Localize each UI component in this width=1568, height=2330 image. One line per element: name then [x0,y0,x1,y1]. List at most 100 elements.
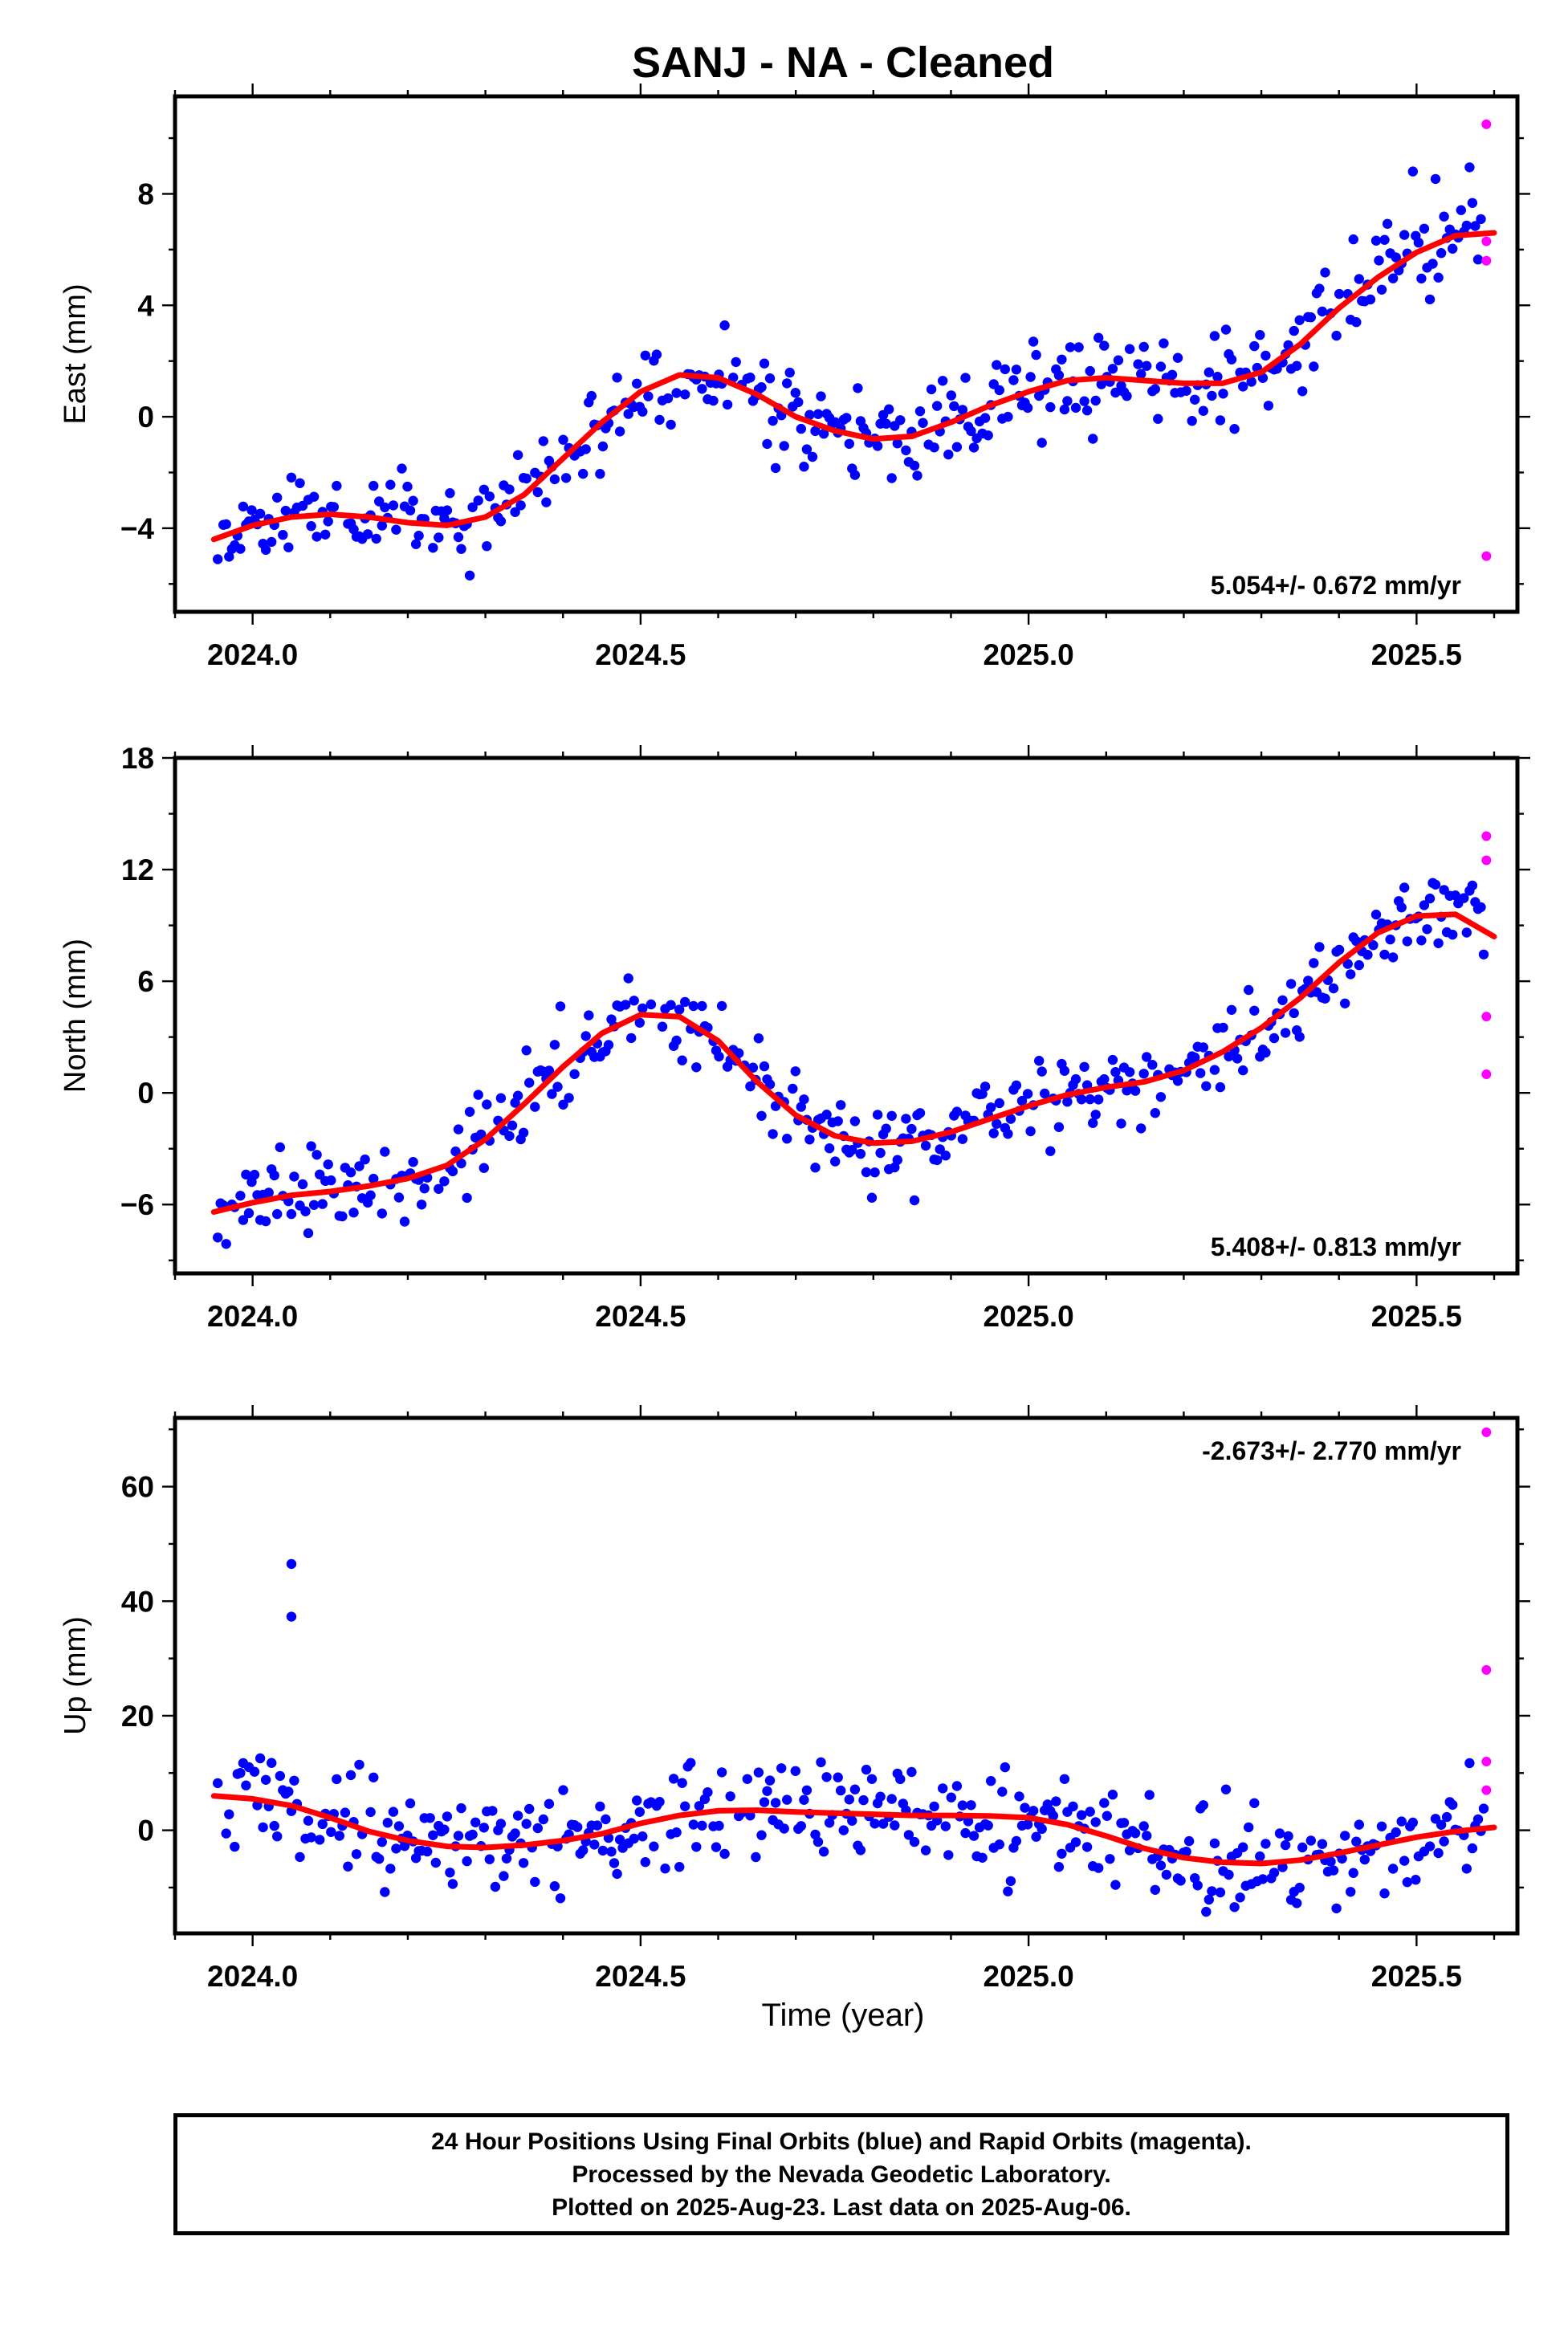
east-y-tick-label: 8 [137,177,154,210]
east-final-point [966,426,976,437]
up-final-point [1085,1807,1095,1817]
north-x-tick-label: 2025.0 [984,1300,1074,1333]
north-final-point [666,1000,676,1010]
north-final-point [323,1159,333,1170]
north-final-point [1385,934,1395,945]
east-final-point [1387,273,1399,283]
east-final-point [983,430,993,441]
east-y-tick-label: 4 [137,289,154,322]
up-final-point [479,1823,489,1833]
north-final-point [901,1114,911,1124]
north-final-point [1150,1108,1161,1118]
up-final-point [1000,1762,1011,1773]
up-final-point [686,1758,696,1768]
caption-line-3: Plotted on 2025-Aug-23. Last data on 202… [552,2194,1131,2221]
north-fit-curve [210,911,1497,1215]
north-final-point [992,1118,1002,1129]
up-y-axis-label: Up (mm) [59,1616,92,1735]
north-final-point [1088,1118,1098,1128]
east-final-point [651,349,662,360]
up-final-point [334,1831,344,1841]
up-final-point [518,1858,529,1868]
east-final-point [957,405,968,415]
up-final-point [963,1816,974,1827]
up-x-tick-label: 2024.0 [207,1960,298,1993]
east-final-point [796,423,806,434]
up-final-point [824,1818,835,1828]
up-rapid-point [1481,1427,1492,1437]
up-final-point [393,1821,405,1831]
east-final-point [1374,255,1384,266]
up-plot-frame [173,1416,1520,1936]
north-final-point [1433,938,1444,949]
east-final-point [1365,294,1376,305]
north-final-point [756,1110,767,1122]
up-final-point [1048,1811,1059,1821]
up-final-point [1305,1835,1317,1846]
east-final-point [1198,405,1209,416]
north-final-point [979,1081,991,1092]
up-final-point [462,1855,472,1867]
north-final-point [747,1062,759,1073]
up-final-point [521,1819,531,1829]
east-final-point [1088,434,1098,444]
north-final-point [263,1187,274,1198]
east-final-point [348,524,359,535]
east-final-point [886,473,897,483]
up-final-point [858,1794,869,1806]
up-final-point [340,1807,351,1818]
up-final-point [1005,1876,1016,1887]
north-final-point [734,1048,744,1058]
up-final-point [779,1823,789,1834]
north-final-point [1226,1004,1237,1016]
east-rapid-point [1481,551,1492,561]
north-final-point [564,1093,574,1103]
north-final-point [326,1175,336,1186]
up-final-point [1207,1886,1217,1896]
east-rapid-point [1481,119,1492,129]
north-final-point [1387,952,1399,963]
north-final-point [872,1110,883,1120]
north-final-point [1399,882,1410,893]
east-final-point [1181,385,1191,396]
north-final-point [380,1147,390,1157]
north-final-point [269,1170,279,1181]
up-final-point [1399,1855,1410,1866]
east-final-point [790,388,800,398]
up-final-point [1433,1847,1444,1859]
up-final-point [1255,1851,1265,1862]
east-final-point [445,488,455,499]
north-rapid-point [1481,831,1492,841]
north-y-tick-label: −6 [120,1188,154,1221]
north-final-point [1025,1126,1036,1137]
east-final-point [1407,166,1419,177]
north-final-point [914,1108,926,1118]
north-final-point [241,1169,251,1180]
east-final-point [1142,360,1152,371]
east-final-point [813,409,824,419]
up-final-point [946,1792,957,1802]
east-final-point [578,468,589,479]
east-final-point [1317,306,1328,317]
north-final-point [1280,1028,1291,1038]
up-final-point [1161,1869,1172,1880]
up-final-point [1249,1798,1260,1808]
up-final-point [317,1819,328,1830]
up-final-point [1283,1831,1293,1842]
east-final-point [1096,379,1107,389]
east-final-point [1153,413,1163,424]
east-final-point [901,445,911,456]
east-final-point [1246,377,1256,387]
east-final-point [1150,384,1161,394]
up-final-point [1081,1842,1093,1852]
north-final-point [558,1099,568,1110]
up-final-point [909,1836,920,1847]
north-final-point [369,1173,379,1184]
north-final-point [833,1116,843,1126]
east-final-point [614,426,625,437]
east-final-point [1209,331,1220,341]
north-final-point [626,1033,637,1044]
east-final-point [1382,218,1393,229]
east-final-point [1238,381,1248,392]
north-y-tick-label: 12 [121,853,154,886]
